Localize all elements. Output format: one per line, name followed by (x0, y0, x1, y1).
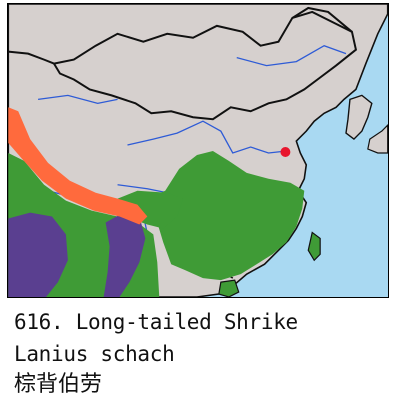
amur-river (236, 45, 347, 67)
range-purple-east (103, 212, 146, 297)
mongolia-border (52, 10, 358, 121)
korea-peninsula (345, 94, 373, 140)
caption-species-number-and-name: 616. Long-tailed Shrike (14, 310, 298, 334)
range-purple-west (8, 212, 68, 297)
hainan-island (218, 279, 240, 297)
range-green-mid (107, 190, 184, 229)
northeast-border (291, 6, 353, 33)
map-svg (8, 4, 388, 297)
range-orange-band (8, 107, 148, 225)
taiwan-island (307, 231, 321, 262)
japan-island (367, 124, 388, 154)
yellow-river (127, 120, 287, 154)
location-marker (280, 147, 291, 157)
west-border (8, 50, 55, 65)
range-map (7, 3, 389, 298)
range-green-east (135, 150, 305, 281)
caption-chinese-name: 棕背伯劳 (14, 372, 103, 397)
north-river (38, 94, 118, 104)
caption-scientific-name: Lanius schach (14, 342, 175, 366)
